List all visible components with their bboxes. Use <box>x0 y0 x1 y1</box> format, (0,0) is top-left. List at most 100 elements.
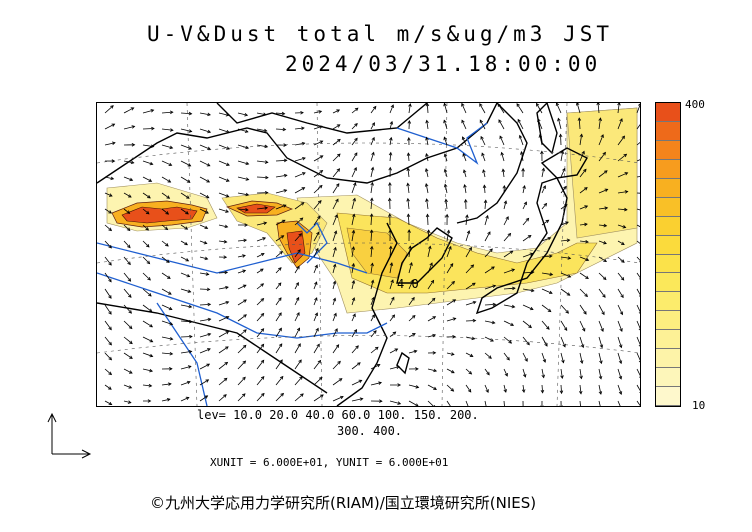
wind-vector <box>199 256 208 260</box>
wind-vector-head <box>565 221 569 225</box>
wind-vector <box>256 160 268 163</box>
wind-vector <box>199 272 209 275</box>
wind-vector <box>483 185 486 194</box>
wind-vector-head <box>206 287 211 292</box>
wind-vector <box>218 192 229 197</box>
wind-vector-head <box>108 210 112 214</box>
wind-vector-head <box>479 119 483 124</box>
wind-vector-head <box>187 289 192 293</box>
wind-vector-head <box>461 103 465 107</box>
wind-vector-head <box>186 179 191 183</box>
wind-vector <box>104 384 112 390</box>
wind-vector-head <box>225 113 230 117</box>
vector-units-label: XUNIT = 6.000E+01, YUNIT = 6.000E+01 <box>210 456 449 469</box>
wind-vector-head <box>314 264 318 269</box>
colorbar-max-label: 400 <box>685 98 705 111</box>
colorbar-segment <box>656 311 680 331</box>
wind-vector <box>142 384 152 387</box>
wind-vector-head <box>433 368 438 373</box>
wind-vector-head <box>638 344 640 347</box>
wind-vector-head <box>490 338 494 342</box>
wind-vector <box>597 103 600 114</box>
wind-vector-head <box>407 229 411 233</box>
wind-vector-head <box>530 288 535 293</box>
wind-vector <box>427 262 433 274</box>
wind-vector <box>256 283 264 290</box>
wind-vector-head <box>374 346 379 351</box>
wind-vector-head <box>207 348 211 352</box>
wind-vector-field <box>104 103 640 406</box>
wind-vector-head <box>299 217 304 221</box>
wind-vector <box>313 155 324 162</box>
wind-vector-head <box>336 124 341 128</box>
wind-vector-head <box>450 352 455 356</box>
wind-vector-head <box>207 146 211 150</box>
wind-vector <box>104 400 112 405</box>
wind-vector <box>445 199 448 210</box>
wind-vector-head <box>351 213 356 218</box>
wind-vector-head <box>567 274 572 278</box>
wind-vector-head <box>260 252 265 257</box>
wind-vector-head <box>314 297 318 301</box>
wind-vector <box>256 176 269 179</box>
wind-vector-head <box>425 103 430 107</box>
wind-vector <box>123 336 133 344</box>
wind-vector-head <box>507 232 512 237</box>
wind-vector <box>560 352 564 363</box>
wind-vector <box>218 208 229 213</box>
wind-vector <box>598 272 607 280</box>
wind-vector-head <box>511 304 516 309</box>
wind-vector-head <box>358 379 363 384</box>
wind-vector-head <box>603 170 608 174</box>
wind-vector-head <box>443 136 447 141</box>
wind-vector <box>161 304 173 310</box>
wind-vector-head <box>187 365 192 369</box>
wind-vector-head <box>318 199 322 204</box>
wind-vector <box>465 301 476 306</box>
wind-vector <box>237 360 246 370</box>
wind-vector <box>218 362 228 370</box>
wind-vector <box>142 304 153 312</box>
wind-vector-head <box>548 254 553 259</box>
wind-vector <box>218 128 230 133</box>
wind-vector <box>522 235 532 242</box>
wind-vector <box>294 282 299 290</box>
wind-vector-head <box>388 166 392 171</box>
wind-vector <box>598 134 604 146</box>
wind-vector-head <box>127 194 132 198</box>
wind-vector-head <box>389 120 394 125</box>
wind-vector <box>446 368 455 374</box>
wind-vector-head <box>203 240 208 245</box>
wind-vector-head <box>110 176 115 181</box>
wind-vector <box>522 320 532 328</box>
wind-vector <box>503 250 513 258</box>
wind-vector <box>617 336 622 348</box>
wind-vector <box>408 262 413 274</box>
wind-vector-head <box>278 297 282 301</box>
wind-vector-head <box>278 327 282 332</box>
wind-vector-head <box>516 103 520 107</box>
wind-vector-head <box>186 380 191 385</box>
wind-vector-head <box>316 231 320 236</box>
wind-vector <box>313 125 323 130</box>
wind-vector <box>560 384 562 394</box>
wind-vector-head <box>169 110 174 115</box>
wind-vector <box>370 280 374 290</box>
wind-vector-head <box>280 235 285 239</box>
wind-vector <box>479 103 486 114</box>
wind-vector-head <box>432 316 437 320</box>
wind-vector-head <box>543 202 548 207</box>
wind-vector <box>180 128 192 132</box>
wind-vector-head <box>207 332 212 337</box>
wind-vector-head <box>488 355 492 359</box>
wind-vector-head <box>598 117 602 122</box>
wind-vector <box>332 109 340 114</box>
wind-vector <box>104 208 112 214</box>
wind-vector <box>104 240 112 249</box>
wind-vector-head <box>242 344 247 349</box>
wind-vector <box>370 346 379 354</box>
wind-vector <box>313 231 320 242</box>
wind-vector <box>275 189 287 194</box>
wind-vector-head <box>169 322 174 326</box>
wind-vector <box>161 383 172 386</box>
